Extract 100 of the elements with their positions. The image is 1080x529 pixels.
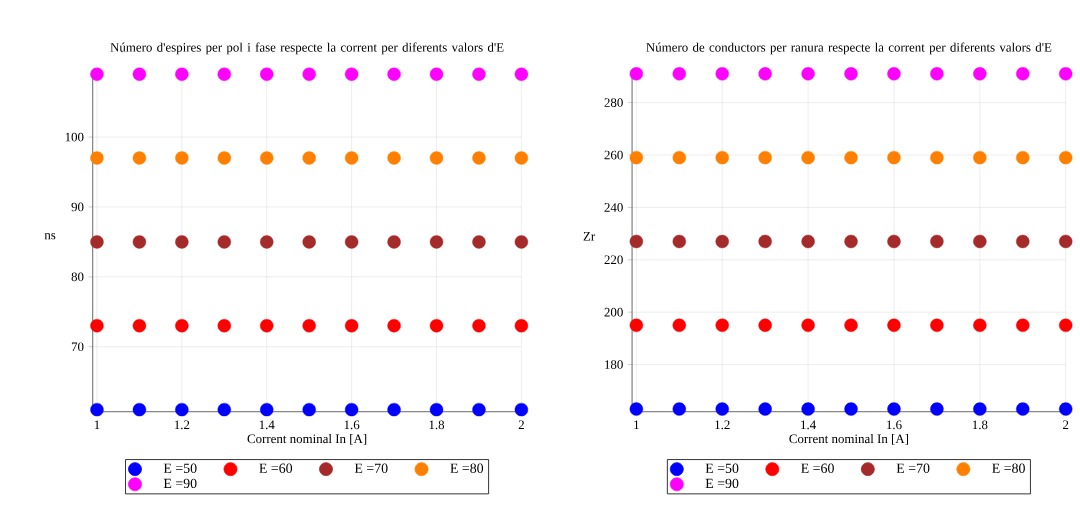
point (217, 67, 231, 81)
point (629, 234, 644, 248)
point (217, 402, 231, 417)
point (217, 318, 231, 333)
legend-label: E =90 (163, 478, 197, 488)
point (387, 235, 401, 249)
point (801, 402, 815, 416)
point (973, 150, 987, 165)
x-tick-label: 2 (518, 420, 524, 429)
point (672, 66, 686, 81)
point (514, 151, 529, 165)
point (302, 151, 316, 165)
point (472, 402, 486, 417)
y-tick-label: 100 (65, 132, 84, 142)
point (90, 318, 104, 333)
point (472, 235, 486, 249)
chart-title: Número de conductors per ranura respecte la corrent per diferents valors d'E (646, 42, 1052, 55)
point (629, 150, 644, 165)
point (514, 67, 529, 81)
point (887, 150, 901, 165)
point (715, 402, 729, 416)
x-tick-label: 1.2 (715, 420, 730, 430)
legend-label: E =60 (259, 463, 293, 473)
point (715, 150, 729, 165)
chart-title: Número d'espires per pol i fase respecte la corrent per diferents valors d'E (110, 42, 504, 55)
x-tick-label: 1.6 (344, 420, 360, 430)
point (1059, 318, 1073, 332)
point (132, 235, 147, 249)
point (514, 235, 529, 249)
y-tick-label: 260 (604, 150, 623, 160)
point (715, 318, 729, 332)
x-tick-label: 1.4 (259, 420, 275, 429)
point (344, 67, 359, 81)
point (973, 234, 987, 248)
point (217, 235, 231, 249)
point (260, 67, 274, 81)
point (260, 402, 274, 417)
point (344, 402, 359, 417)
y-tick-label: 280 (604, 98, 623, 107)
point (429, 402, 444, 417)
point (1059, 402, 1073, 416)
point (514, 318, 529, 333)
point (801, 150, 815, 165)
point (801, 318, 815, 332)
point (302, 235, 316, 249)
point (1016, 318, 1030, 332)
point (429, 235, 444, 249)
point (472, 67, 486, 81)
point (132, 151, 147, 165)
point (758, 66, 772, 81)
point (844, 234, 858, 248)
point (672, 150, 686, 165)
point (472, 318, 486, 333)
point (1059, 150, 1073, 165)
point (844, 402, 858, 416)
point (973, 402, 987, 416)
point (175, 318, 189, 333)
x-tick-label: 1 (94, 420, 100, 429)
point (132, 318, 147, 333)
point (175, 235, 189, 249)
point (887, 318, 901, 332)
point (629, 66, 644, 81)
point (844, 150, 858, 165)
point (472, 151, 486, 165)
point (758, 402, 772, 416)
point (1016, 234, 1030, 248)
x-tick-label: 1.6 (887, 420, 902, 430)
x-tick-label: 1.4 (801, 420, 816, 429)
point (302, 402, 316, 417)
point (90, 151, 104, 165)
point (672, 234, 686, 248)
point (930, 66, 944, 81)
y-tick-label: 220 (604, 255, 623, 264)
point (1016, 66, 1030, 81)
x-axis-title: Corrent nominal In [A] (247, 433, 367, 445)
point (175, 402, 189, 417)
point (429, 67, 444, 81)
x-tick-label: 2 (1063, 420, 1069, 429)
point (1016, 402, 1030, 416)
point (260, 151, 274, 165)
y-tick-label: 90 (71, 202, 84, 212)
legend-label: E =60 (801, 463, 834, 473)
legend-label: E =90 (705, 478, 739, 488)
y-tick-label: 70 (71, 342, 84, 351)
point (930, 402, 944, 416)
point (514, 402, 529, 417)
point (629, 318, 644, 332)
point (1059, 66, 1073, 81)
point (629, 402, 644, 416)
y-tick-label: 80 (71, 272, 84, 282)
point (217, 151, 231, 165)
point (973, 318, 987, 332)
point (260, 235, 274, 249)
point (930, 318, 944, 332)
legend-label: E =80 (992, 463, 1025, 473)
point (429, 318, 444, 333)
point (930, 150, 944, 165)
point (1059, 234, 1073, 248)
point (387, 67, 401, 81)
point (758, 318, 772, 332)
